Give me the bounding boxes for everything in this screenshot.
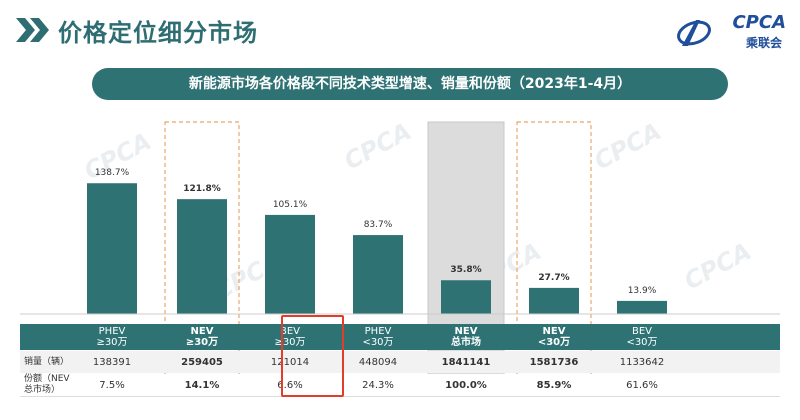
shaded-box-nev-total xyxy=(427,121,505,397)
table-cell: 61.6% xyxy=(626,379,658,391)
table-cell: 14.1% xyxy=(184,379,220,391)
table-cell: 259405 xyxy=(181,356,223,368)
table-cell: 448094 xyxy=(358,356,398,368)
table-cell: 138391 xyxy=(92,356,132,368)
data-label: 35.8% xyxy=(450,265,481,275)
logo-subtext: 乘联会 xyxy=(745,36,782,50)
table-cell: 6.6% xyxy=(277,379,303,391)
bar xyxy=(441,280,491,314)
table-row-sales: 销量（辆） 138391 259405 121014 448094 1841141 1581… xyxy=(20,351,780,373)
category-label-line: ≥30万 xyxy=(96,337,128,348)
data-label: 13.9% xyxy=(628,286,657,296)
chart-title: 新能源市场各价格段不同技术类型增速、销量和份额（2023年1-4月） xyxy=(92,68,728,100)
category-label: NEV 总市场 xyxy=(422,324,510,350)
category-label-line: ≥30万 xyxy=(274,337,306,348)
logo-swoosh-icon xyxy=(677,20,711,46)
bar xyxy=(617,300,667,314)
category-label-line: <30万 xyxy=(537,337,571,348)
table-cell: 85.9% xyxy=(536,379,572,391)
category-label-line: BEV xyxy=(631,326,653,337)
table-cell: 7.5% xyxy=(99,379,125,391)
highlight-box-bev-30 xyxy=(281,315,344,397)
category-label: BEV ≥30万 xyxy=(246,324,334,350)
bar xyxy=(177,199,227,314)
watermark-text: CPCA xyxy=(680,237,756,295)
category-label-line: <30万 xyxy=(626,337,658,348)
category-label-line: NEV xyxy=(454,326,478,337)
table-cell: 1133642 xyxy=(619,356,665,368)
row-label: 份额（NEV总市场） xyxy=(24,374,70,395)
category-label-line: <30万 xyxy=(362,337,394,348)
bar xyxy=(265,214,315,314)
double-chevron-icon xyxy=(16,18,49,42)
cpca-logo: CPCA 乘联会 xyxy=(676,12,786,52)
page-title: 价格定位细分市场 xyxy=(58,19,258,47)
table-cell: 24.3% xyxy=(362,379,394,391)
header: 价格定位细分市场 CPCA 乘联会 xyxy=(0,0,800,58)
table-cell: 100.0% xyxy=(445,379,487,391)
data-label: 121.8% xyxy=(183,184,221,194)
watermark-text: CPCA xyxy=(590,117,666,175)
watermark-text: CPCA xyxy=(340,117,416,175)
row-label: 销量（辆） xyxy=(24,356,70,367)
table-cell: 121014 xyxy=(270,356,310,368)
data-label: 83.7% xyxy=(364,220,393,230)
category-label: NEV <30万 xyxy=(510,324,598,350)
category-label-line: PHEV xyxy=(98,326,126,337)
category-label: BEV <30万 xyxy=(598,324,686,350)
category-label-line: ≥30万 xyxy=(185,337,219,348)
bar xyxy=(353,235,403,314)
category-label: NEV ≥30万 xyxy=(158,324,246,350)
data-label: 105.1% xyxy=(273,200,308,210)
data-label: 27.7% xyxy=(538,273,569,283)
table-cell: 1841141 xyxy=(441,356,491,368)
table-row-share: 份额（NEV总市场） 7.5% 14.1% 6.6% 24.3% 100.0% 85.9% 6… xyxy=(20,374,780,397)
data-label: 138.7% xyxy=(95,168,130,178)
category-label-line: 总市场 xyxy=(451,337,481,348)
category-label-line: NEV xyxy=(542,326,566,337)
category-label-line: NEV xyxy=(190,326,214,337)
table-corner xyxy=(20,324,68,350)
category-label-line: BEV xyxy=(279,326,301,337)
bar xyxy=(87,183,137,314)
table-header-row: PHEV ≥30万 NEV ≥30万 BEV ≥30万 PHEV <30万 NEV 总市场 NEV <… xyxy=(20,324,780,350)
category-label-line: PHEV xyxy=(364,326,392,337)
category-label: PHEV <30万 xyxy=(334,324,422,350)
logo-text: CPCA xyxy=(732,12,786,33)
bar xyxy=(529,287,579,314)
category-label: PHEV ≥30万 xyxy=(68,324,156,350)
table-cell: 1581736 xyxy=(529,356,579,368)
